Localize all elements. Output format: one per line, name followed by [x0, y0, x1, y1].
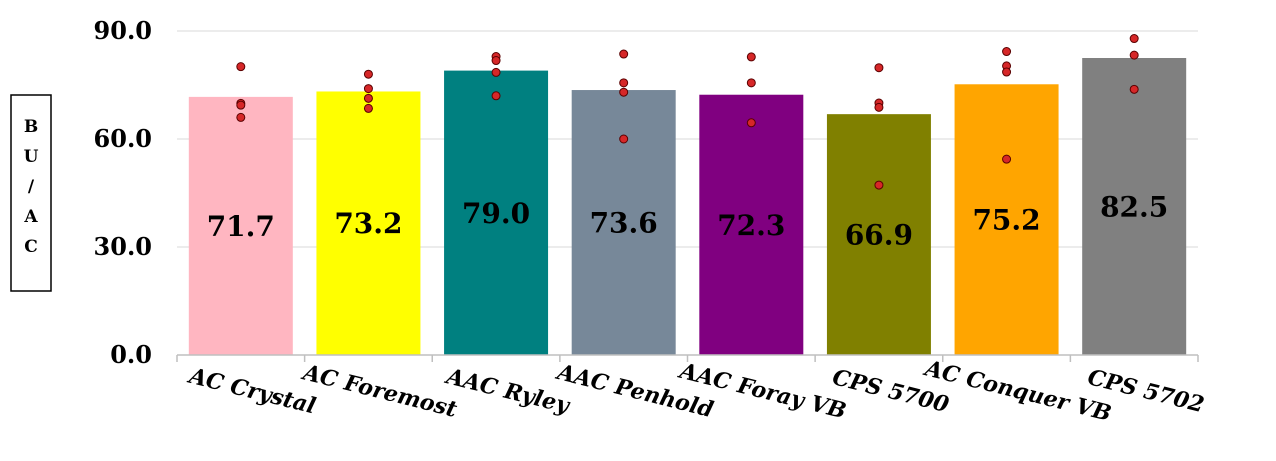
y-axis-label-box — [10, 94, 52, 292]
data-label: 79.0 — [462, 197, 530, 230]
data-point — [1002, 47, 1012, 57]
y-tick-label: 90.0 — [94, 16, 152, 45]
y-axis-label-char: U — [24, 147, 39, 167]
data-point — [619, 49, 629, 59]
bars-group — [188, 58, 1187, 355]
y-axis-label-char: / — [28, 177, 35, 197]
data-point — [236, 112, 246, 122]
data-point — [874, 102, 884, 112]
data-point — [1129, 50, 1139, 60]
points-group — [236, 34, 1139, 190]
data-label: 75.2 — [972, 204, 1040, 237]
axes: 0.0 30.0 60.0 90.0 BU / AC — [10, 16, 1199, 369]
data-point — [491, 67, 501, 77]
data-point — [619, 134, 629, 144]
data-point — [746, 118, 756, 128]
data-point — [236, 100, 246, 110]
data-point — [363, 84, 373, 94]
data-label: 82.5 — [1100, 191, 1168, 224]
bar — [188, 96, 293, 355]
data-point — [619, 87, 629, 97]
data-point — [874, 63, 884, 73]
data-point — [363, 103, 373, 113]
bar — [1082, 58, 1187, 355]
data-label: 72.3 — [717, 209, 785, 242]
y-tick-label: 30.0 — [94, 232, 152, 261]
x-tick-label: AC Foremost — [299, 359, 460, 423]
data-point — [363, 69, 373, 79]
data-point — [363, 93, 373, 103]
data-label: 66.9 — [845, 219, 913, 252]
data-label: 73.2 — [334, 207, 402, 240]
x-tick-label: AC Crystal — [185, 362, 319, 419]
data-point — [874, 180, 884, 190]
data-point — [1129, 34, 1139, 44]
x-tick-label: AAC Ryley — [442, 363, 574, 420]
x-tick-label: AC Conquer VB — [921, 355, 1114, 427]
data-label: 73.6 — [590, 207, 658, 240]
bar — [444, 70, 549, 355]
data-point — [491, 91, 501, 101]
y-axis-label-char: C — [24, 237, 38, 257]
bar — [571, 90, 676, 355]
data-point — [746, 78, 756, 88]
data-point — [1129, 84, 1139, 94]
y-tick-label: 0.0 — [110, 340, 152, 369]
data-point — [619, 78, 629, 88]
data-point — [236, 62, 246, 72]
data-point — [1002, 154, 1012, 164]
bar — [699, 94, 804, 355]
bar — [954, 84, 1059, 355]
bar — [826, 114, 931, 355]
data-label: 71.7 — [207, 210, 275, 243]
y-axis-label-char: A — [23, 207, 38, 227]
y-tick-label: 60.0 — [94, 124, 152, 153]
data-point — [1002, 67, 1012, 77]
data-point — [491, 56, 501, 66]
y-axis-label-char: B — [24, 117, 38, 137]
data-point — [746, 52, 756, 62]
bar — [316, 91, 421, 355]
